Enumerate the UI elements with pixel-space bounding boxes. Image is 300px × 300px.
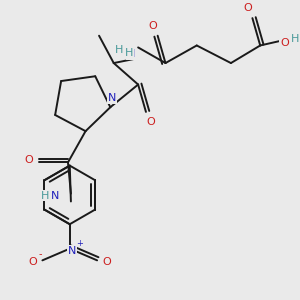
Text: N: N xyxy=(127,49,136,59)
Text: O: O xyxy=(280,38,289,47)
Text: O: O xyxy=(25,155,33,165)
Text: +: + xyxy=(76,239,83,248)
Text: H: H xyxy=(125,48,134,58)
Text: N: N xyxy=(51,190,59,201)
Text: O: O xyxy=(28,257,37,267)
Text: O: O xyxy=(146,117,155,127)
Text: O: O xyxy=(103,257,111,267)
Text: -: - xyxy=(39,250,42,260)
Text: O: O xyxy=(148,21,157,31)
Text: H: H xyxy=(114,45,123,56)
Text: H: H xyxy=(291,34,300,44)
Text: N: N xyxy=(68,246,76,256)
Text: N: N xyxy=(108,93,116,103)
Text: O: O xyxy=(243,3,252,14)
Text: H: H xyxy=(41,190,50,201)
